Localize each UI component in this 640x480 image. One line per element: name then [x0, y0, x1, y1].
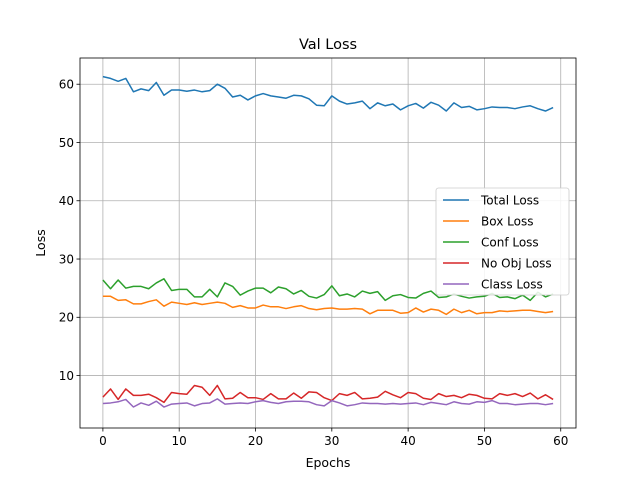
x-tick-label: 40 [400, 434, 415, 448]
x-tick-label: 0 [99, 434, 107, 448]
series-line [102, 398, 554, 408]
x-tick-label: 20 [248, 434, 263, 448]
legend-label: Conf Loss [481, 236, 539, 250]
plot-frame [79, 57, 577, 429]
series-layer [102, 75, 554, 408]
series-line [102, 278, 554, 302]
y-axis-label: Loss [33, 229, 48, 256]
y-tick-label: 40 [59, 194, 74, 208]
legend-box [435, 187, 570, 296]
legend: Total Loss Box Loss Conf Loss No Obj Loss Cl… [435, 187, 570, 296]
legend-label: Box Loss [481, 215, 533, 229]
x-axis-label: Epochs [306, 455, 351, 470]
x-tick-label: 60 [553, 434, 568, 448]
y-tick-label: 30 [59, 252, 74, 266]
y-tick-label: 20 [59, 311, 74, 325]
y-tick-label: 60 [59, 78, 74, 92]
series-line [102, 384, 554, 404]
y-axis: 10 20 30 40 50 60 [59, 78, 80, 383]
x-axis: 0 10 20 30 40 50 60 [99, 428, 568, 448]
legend-label: Total Loss [480, 194, 539, 208]
x-tick-label: 30 [324, 434, 339, 448]
legend-label: Class Loss [481, 278, 543, 292]
chart-title: Val Loss [299, 37, 357, 53]
legend-label: No Obj Loss [481, 257, 552, 271]
x-tick-label: 50 [477, 434, 492, 448]
y-tick-label: 50 [59, 136, 74, 150]
series-line [102, 75, 554, 112]
series-line [102, 295, 554, 316]
x-tick-label: 10 [172, 434, 187, 448]
y-tick-label: 10 [59, 369, 74, 383]
